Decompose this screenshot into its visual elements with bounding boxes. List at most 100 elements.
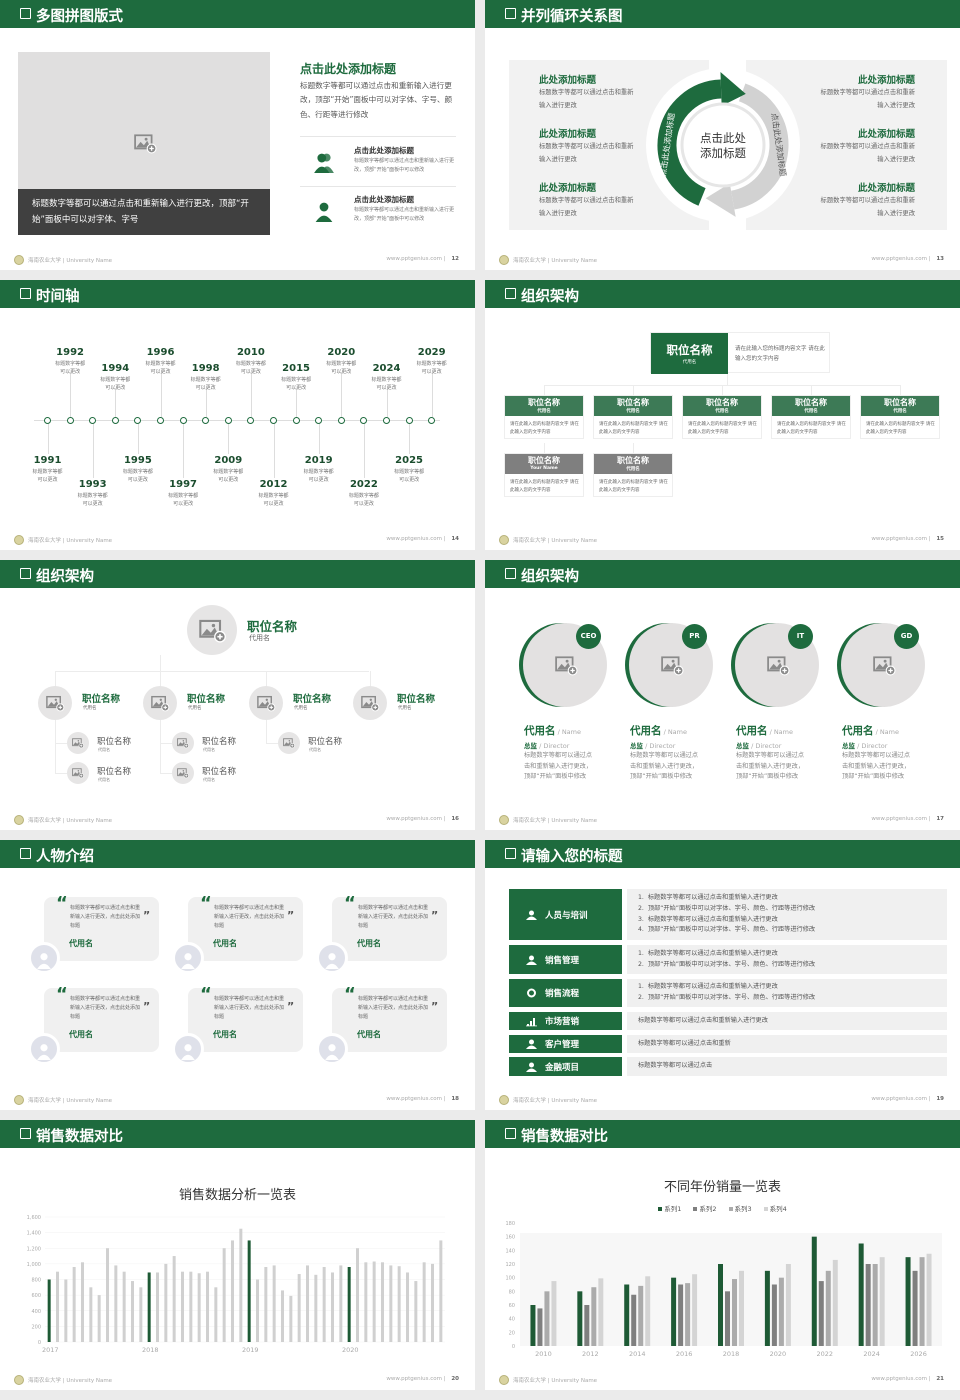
category-button[interactable]: 销售流程 [509,979,622,1007]
timeline-dot[interactable] [405,416,413,424]
avatar[interactable] [28,1033,60,1065]
timeline-year[interactable]: 2029 [417,347,446,358]
timeline-dot[interactable] [179,416,187,424]
top-position-box[interactable]: 职位名称 代用名 请在此输入您的标题内容文字 请在此输入您的文字内容 [650,332,830,374]
timeline-year[interactable]: 2019 [304,455,333,466]
person-name[interactable]: 代用名 [213,1030,237,1039]
level2-name[interactable]: 职位名称 [293,694,332,705]
level2-name[interactable]: 职位名称 [187,694,226,705]
left-item-title[interactable]: 此处添加标题 [539,129,597,140]
category-button[interactable]: 市场营销 [509,1012,622,1030]
person-name[interactable]: 代用名 [69,1030,93,1039]
level3-name[interactable]: 职位名称 [202,767,237,777]
content-heading[interactable]: 点击此处添加标题 [300,62,397,76]
timeline-year[interactable]: 2020 [327,347,356,358]
timeline-dot[interactable] [89,416,97,424]
item-title[interactable]: 点击此处添加标题 [354,195,414,204]
timeline-dot[interactable] [337,416,345,424]
top-name[interactable]: 职位名称 [247,619,298,634]
timeline-year[interactable]: 2010 [236,347,265,358]
timeline-year[interactable]: 1991 [33,455,62,466]
avatar[interactable] [316,1033,348,1065]
category-button[interactable]: 客户管理 [509,1035,622,1053]
profile-name[interactable]: 代用名 / Name [842,719,899,738]
timeline-year[interactable]: 1996 [146,347,175,358]
timeline-dot[interactable] [44,416,51,424]
timeline-year[interactable]: 1994 [101,363,130,374]
timeline-year[interactable]: 2012 [259,479,288,490]
timeline-dot[interactable] [315,416,323,424]
profile-name[interactable]: 代用名 / Name [630,719,687,738]
person-name[interactable]: 代用名 [357,1030,381,1039]
timeline-year[interactable]: 1995 [123,455,152,466]
level2-avatar[interactable] [38,686,72,720]
quote-card[interactable]: “ ” 标题数字等都可以通过点击和重新输入进行更改，点击此处添加标题 代用名 [188,893,303,961]
quote-card[interactable]: “ ” 标题数字等都可以通过点击和重新输入进行更改，点击此处添加标题 代用名 [44,984,159,1052]
level3-name[interactable]: 职位名称 [97,767,132,777]
person-name[interactable]: 代用名 [69,939,93,948]
timeline-dot[interactable] [134,416,142,424]
timeline-dot[interactable] [224,416,232,424]
level2-name[interactable]: 职位名称 [82,694,121,705]
level3-name[interactable]: 职位名称 [308,737,343,747]
category-button[interactable]: 人员与培训 [509,889,622,940]
category-button[interactable]: 金融项目 [509,1057,622,1076]
profile-name[interactable]: 代用名 / Name [736,719,793,738]
timeline-dot[interactable] [247,416,255,424]
right-item-title[interactable]: 此处添加标题 [857,129,915,140]
position-box[interactable]: 职位名称 Your Name 请在此输入您的标题内容文字 请在此输入您的文字内容 [504,453,584,497]
position-box[interactable]: 职位名称 代用名 请在此输入您的标题内容文字 请在此输入您的文字内容 [771,395,851,439]
timeline-dot[interactable] [202,416,210,424]
level3-name[interactable]: 职位名称 [202,737,237,747]
position-box[interactable]: 职位名称 代用名 请在此输入您的标题内容文字 请在此输入您的文字内容 [593,453,673,497]
level2-avatar[interactable] [353,686,387,720]
level2-avatar[interactable] [143,686,177,720]
timeline-year[interactable]: 2009 [214,455,243,466]
timeline-year[interactable]: 2022 [349,479,378,490]
timeline-dot[interactable] [66,416,74,424]
top-avatar[interactable] [187,605,237,655]
level3-name[interactable]: 职位名称 [97,737,132,747]
timeline-year[interactable]: 1993 [78,479,107,490]
timeline-dot[interactable] [428,416,436,424]
level3-avatar[interactable] [172,732,194,754]
item-title[interactable]: 点击此处添加标题 [354,146,414,155]
timeline-dot[interactable] [360,416,368,424]
profile-name[interactable]: 代用名 / Name [524,719,581,738]
position-box[interactable]: 职位名称 代用名 请在此输入您的标题内容文字 请在此输入您的文字内容 [860,395,940,439]
category-button[interactable]: 销售管理 [509,945,622,974]
right-item-title[interactable]: 此处添加标题 [857,183,915,194]
person-name[interactable]: 代用名 [357,939,381,948]
avatar[interactable] [316,942,348,974]
position-box[interactable]: 职位名称 代用名 请在此输入您的标题内容文字 请在此输入您的文字内容 [682,395,762,439]
level3-avatar[interactable] [172,762,194,784]
avatar[interactable] [172,1033,204,1065]
timeline-year[interactable]: 1997 [169,479,198,490]
quote-card[interactable]: “ ” 标题数字等都可以通过点击和重新输入进行更改，点击此处添加标题 代用名 [188,984,303,1052]
right-item-title[interactable]: 此处添加标题 [857,75,915,86]
quote-card[interactable]: “ ” 标题数字等都可以通过点击和重新输入进行更改，点击此处添加标题 代用名 [332,893,447,961]
timeline-year[interactable]: 1998 [191,363,220,374]
quote-card[interactable]: “ ” 标题数字等都可以通过点击和重新输入进行更改，点击此处添加标题 代用名 [332,984,447,1052]
level3-avatar[interactable] [278,732,300,754]
person-name[interactable]: 代用名 [213,939,237,948]
timeline-year[interactable]: 2025 [395,455,424,466]
timeline-dot[interactable] [111,416,119,424]
position-box[interactable]: 职位名称 代用名 请在此输入您的标题内容文字 请在此输入您的文字内容 [504,395,584,439]
avatar[interactable] [28,942,60,974]
timeline-year[interactable]: 2024 [372,363,401,374]
timeline-dot[interactable] [157,416,164,424]
timeline-dot[interactable] [292,416,300,424]
level3-avatar[interactable] [67,732,89,754]
level3-avatar[interactable] [67,762,89,784]
left-item-title[interactable]: 此处添加标题 [539,75,597,86]
timeline-dot[interactable] [270,416,277,424]
timeline-year[interactable]: 1992 [56,347,85,358]
position-box[interactable]: 职位名称 代用名 请在此输入您的标题内容文字 请在此输入您的文字内容 [593,395,673,439]
level2-avatar[interactable] [249,686,283,720]
quote-card[interactable]: “ ” 标题数字等都可以通过点击和重新输入进行更改，点击此处添加标题 代用名 [44,893,159,961]
timeline-year[interactable]: 2015 [282,363,311,374]
left-item-title[interactable]: 此处添加标题 [539,183,597,194]
level2-name[interactable]: 职位名称 [397,694,436,705]
timeline-dot[interactable] [383,416,390,424]
